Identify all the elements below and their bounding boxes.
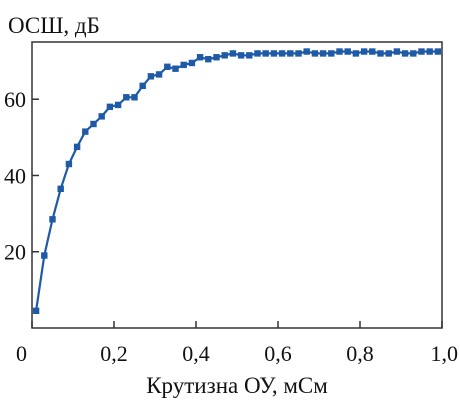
data-point — [115, 102, 121, 108]
data-point — [361, 48, 367, 54]
series-line — [36, 52, 438, 311]
x-tick-label: 0 — [16, 341, 27, 366]
x-tick-label: 0,8 — [346, 341, 374, 366]
data-point — [287, 50, 293, 56]
data-point — [271, 50, 277, 56]
data-point — [304, 48, 310, 54]
data-point — [140, 83, 146, 89]
data-point — [82, 128, 88, 134]
data-point — [107, 104, 113, 110]
data-point — [427, 48, 433, 54]
data-point — [394, 48, 400, 54]
y-tick-label: 20 — [4, 240, 26, 265]
data-point — [345, 48, 351, 54]
data-point — [205, 56, 211, 62]
data-point — [246, 52, 252, 58]
data-point — [435, 48, 441, 54]
y-tick-label: 40 — [4, 163, 26, 188]
data-point — [238, 52, 244, 58]
data-point — [189, 60, 195, 66]
data-point — [230, 50, 236, 56]
data-point — [369, 48, 375, 54]
data-point — [402, 50, 408, 56]
data-point — [410, 50, 416, 56]
data-point — [336, 48, 342, 54]
data-point — [99, 113, 105, 119]
data-point — [74, 144, 80, 150]
data-point — [213, 54, 219, 60]
data-point — [295, 50, 301, 56]
data-point — [164, 64, 170, 70]
plot-frame — [32, 42, 442, 328]
data-point — [328, 50, 334, 56]
data-point — [320, 50, 326, 56]
series-points — [33, 48, 441, 314]
y-axis-ticks: 20 40 60 — [4, 87, 39, 265]
x-tick-label: 0,2 — [100, 341, 128, 366]
y-tick-label: 60 — [4, 87, 26, 112]
data-point — [148, 73, 154, 79]
x-tick-label: 0,6 — [264, 341, 292, 366]
data-point — [386, 50, 392, 56]
x-axis-title: Крутизна ОУ, мСм — [146, 373, 328, 398]
data-point — [254, 50, 260, 56]
y-axis-title: ОСШ, дБ — [8, 13, 100, 38]
data-point — [58, 186, 64, 192]
data-point — [418, 48, 424, 54]
data-point — [156, 71, 162, 77]
data-point — [131, 94, 137, 100]
data-point — [41, 252, 47, 258]
data-point — [172, 65, 178, 71]
data-point — [263, 50, 269, 56]
data-point — [123, 94, 129, 100]
data-point — [181, 62, 187, 68]
data-point — [33, 308, 39, 314]
data-point — [222, 52, 228, 58]
x-tick-label: 1,0 — [431, 341, 459, 366]
data-point — [66, 161, 72, 167]
data-point — [49, 216, 55, 222]
data-point — [353, 50, 359, 56]
data-point — [377, 50, 383, 56]
data-point — [197, 54, 203, 60]
data-point — [279, 50, 285, 56]
x-tick-label: 0,4 — [182, 341, 210, 366]
data-point — [312, 50, 318, 56]
data-point — [90, 121, 96, 127]
